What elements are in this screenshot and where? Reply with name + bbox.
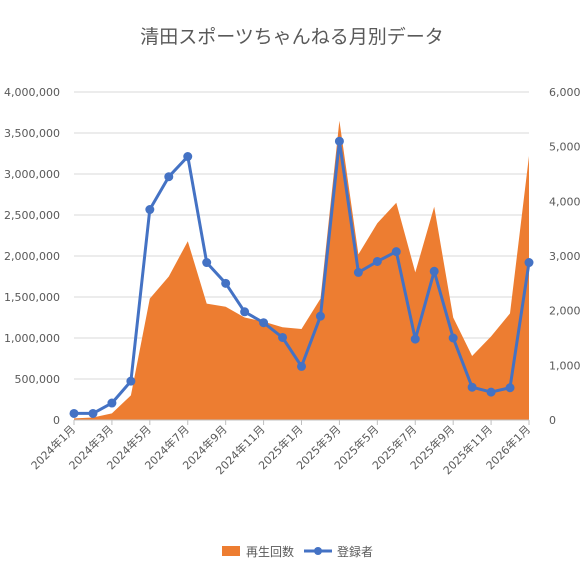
legend-label-views: 再生回数 — [246, 544, 294, 559]
data-point — [107, 398, 117, 408]
data-point — [202, 258, 212, 268]
y-right-tick-label: 2,000 — [549, 305, 581, 318]
y-left-tick-label: 1,500,000 — [4, 291, 60, 304]
y-right-tick-label: 3,000 — [549, 250, 581, 263]
data-point — [278, 332, 288, 342]
data-point — [467, 382, 477, 392]
data-point — [164, 172, 174, 182]
data-point — [69, 408, 79, 418]
y-left-tick-label: 2,500,000 — [4, 209, 60, 222]
legend-swatch-marker — [314, 547, 322, 555]
data-point — [391, 247, 401, 257]
data-point — [429, 266, 439, 276]
data-point — [524, 258, 534, 268]
chart-title: 清田スポーツちゃんねる月別データ — [140, 26, 444, 48]
data-point — [297, 361, 306, 371]
data-point — [221, 278, 231, 288]
data-point — [240, 307, 250, 317]
y-left-tick-label: 4,000,000 — [4, 86, 60, 99]
y-left-tick-label: 0 — [53, 414, 60, 427]
legend-label-subscribers: 登録者 — [337, 544, 373, 559]
data-point — [183, 152, 193, 162]
y-left-tick-label: 3,000,000 — [4, 168, 60, 181]
data-point — [334, 136, 344, 146]
data-point — [486, 387, 496, 397]
data-point — [372, 256, 382, 266]
data-point — [315, 311, 325, 321]
data-point — [126, 376, 136, 386]
legend-swatch-area — [222, 546, 240, 556]
y-left-tick-label: 3,500,000 — [4, 127, 60, 140]
y-right-tick-label: 0 — [549, 414, 556, 427]
y-right-tick-label: 4,000 — [549, 195, 581, 208]
data-point — [88, 408, 98, 418]
data-point — [410, 334, 420, 344]
y-right-tick-label: 5,000 — [549, 141, 581, 154]
series-area-views — [74, 120, 529, 420]
data-point — [145, 205, 155, 215]
y-left-tick-label: 2,000,000 — [4, 250, 60, 263]
y-left-tick-label: 500,000 — [15, 373, 61, 386]
y-right-tick-label: 6,000 — [549, 86, 581, 99]
data-point — [448, 333, 458, 343]
data-point — [353, 267, 363, 277]
y-right-tick-label: 1,000 — [549, 359, 581, 372]
data-point — [259, 318, 269, 328]
y-left-tick-label: 1,000,000 — [4, 332, 60, 345]
data-point — [505, 383, 515, 393]
